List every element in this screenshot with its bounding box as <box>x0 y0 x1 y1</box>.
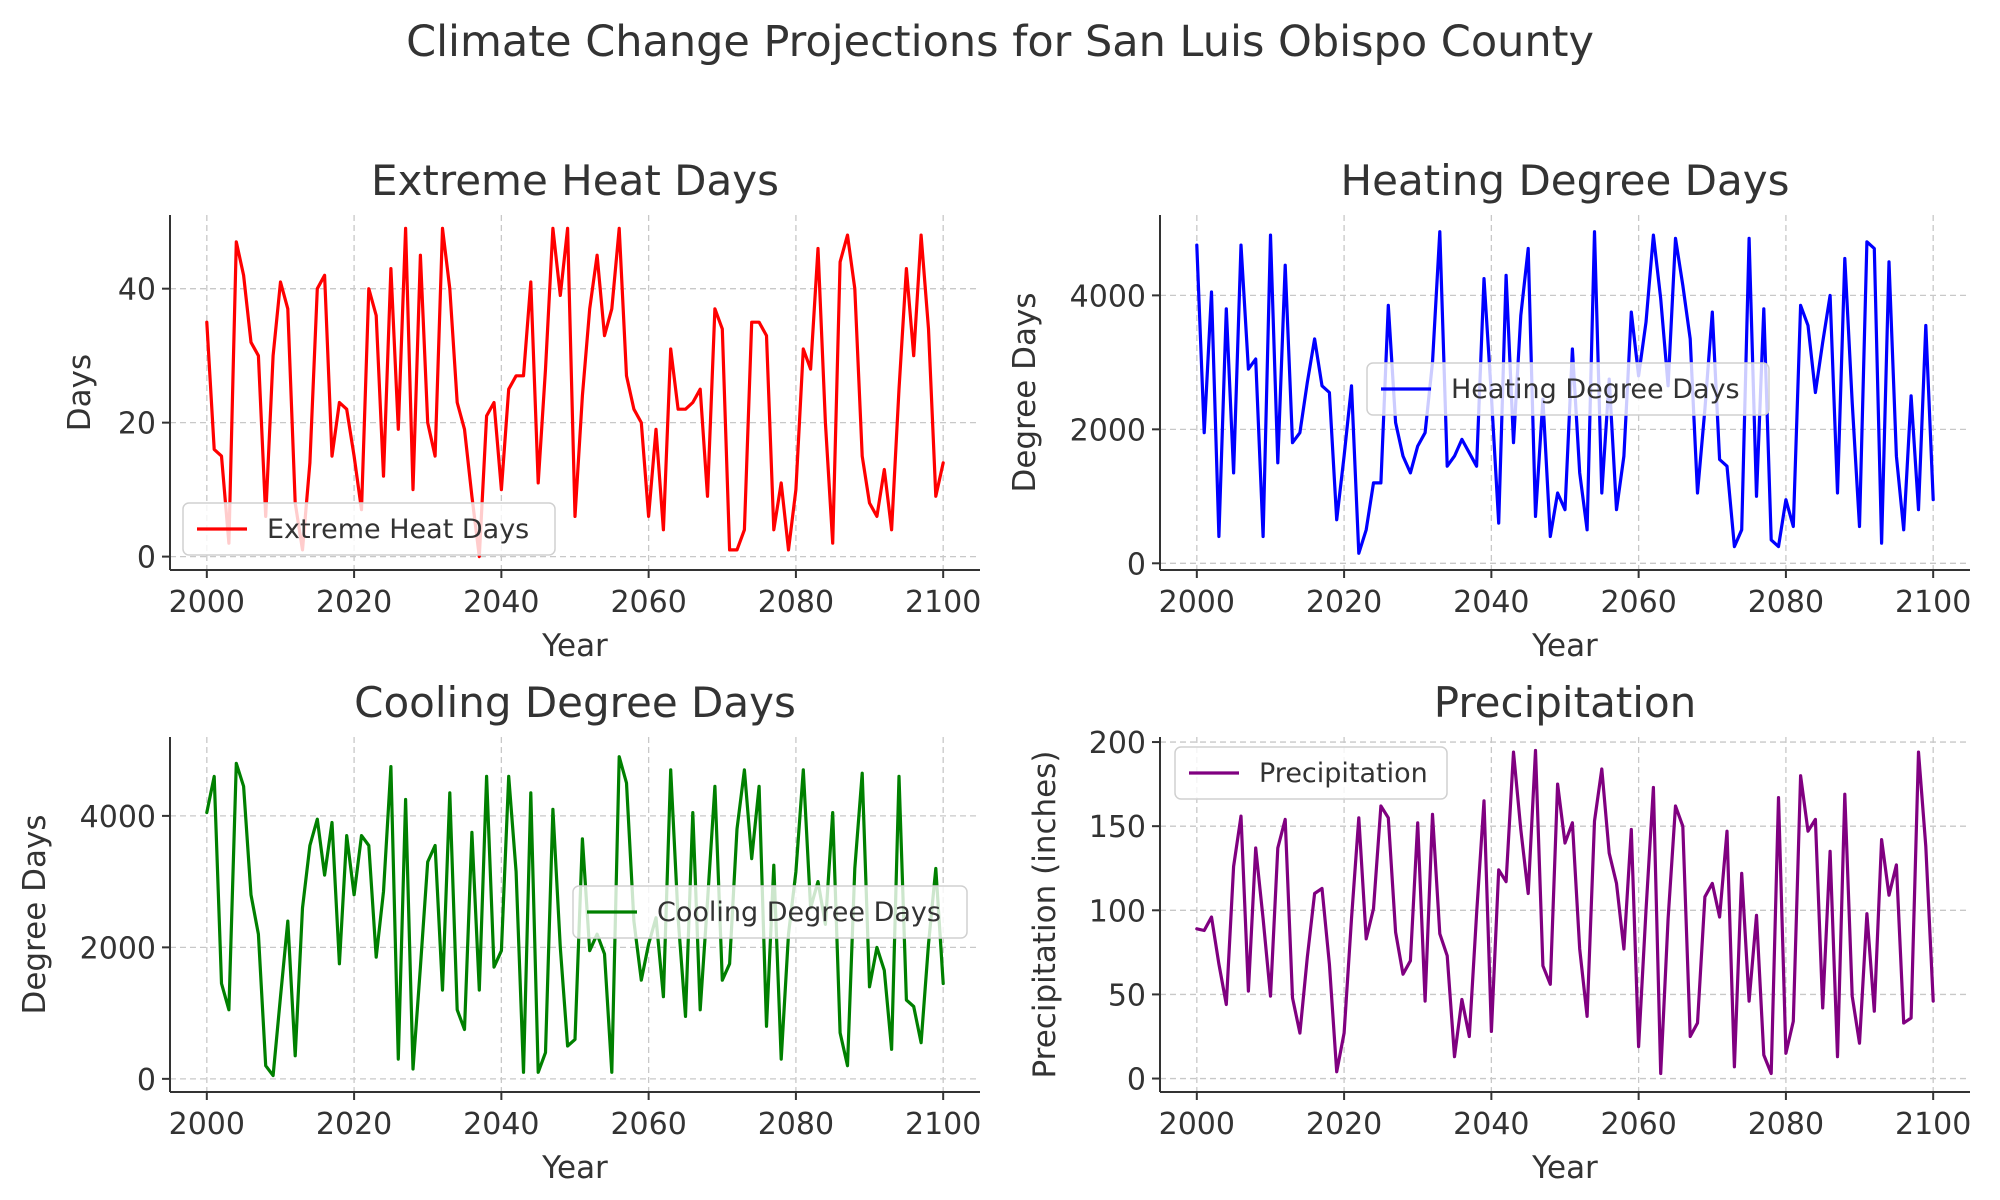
y-tick-label: 2000 <box>1070 413 1146 448</box>
precipitation-title: Precipitation <box>1434 678 1697 727</box>
y-tick-label: 40 <box>118 273 156 308</box>
legend-label: Extreme Heat Days <box>267 514 529 545</box>
x-tick-label: 2000 <box>1159 585 1235 620</box>
x-tick-label: 2040 <box>463 1107 539 1142</box>
y-tick-label: 50 <box>1108 978 1146 1013</box>
legend-box <box>1174 746 1448 800</box>
y-tick-label: 20 <box>118 407 156 442</box>
x-tick-label: 2020 <box>1306 1107 1382 1142</box>
y-axis-label: Precipitation (inches) <box>1027 751 1063 1079</box>
legend-label: Cooling Degree Days <box>657 897 941 928</box>
y-tick-label: 100 <box>1089 894 1146 929</box>
x-axis-label: Year <box>541 628 608 664</box>
x-axis-label: Year <box>1531 628 1598 664</box>
y-tick-label: 0 <box>137 541 156 576</box>
x-tick-label: 2020 <box>1306 585 1382 620</box>
legend-box <box>572 885 968 939</box>
cooling-degree-days-panel: 2000 2020 2040 2060 2080 2100 0 2000 4000 Cooling… <box>17 678 981 1186</box>
x-tick-label: 2080 <box>1748 585 1824 620</box>
x-tick-label: 2060 <box>610 1107 686 1142</box>
y-tick-label: 4000 <box>1070 279 1146 314</box>
y-tick-label: 0 <box>1127 547 1146 582</box>
x-tick-label: 2100 <box>1895 585 1971 620</box>
y-tick-label: 2000 <box>80 931 156 966</box>
y-axis-label: Degree Days <box>17 814 53 1014</box>
y-tick-label: 200 <box>1089 726 1146 761</box>
legend-label: Heating Degree Days <box>1451 374 1740 405</box>
y-axis-label: Degree Days <box>1007 292 1043 492</box>
legend-label: Precipitation <box>1259 758 1428 789</box>
extreme-heat-series-line <box>205 226 945 559</box>
x-tick-label: 2100 <box>905 1107 981 1142</box>
y-tick-label: 0 <box>1127 1063 1146 1098</box>
x-tick-label: 2060 <box>610 585 686 620</box>
legend-box <box>182 502 556 556</box>
extreme-heat-legend: Extreme Heat Days <box>182 502 556 556</box>
x-tick-label: 2040 <box>463 585 539 620</box>
y-tick-label: 4000 <box>80 800 156 835</box>
x-axis-label: Year <box>1531 1150 1598 1186</box>
x-tick-label: 2020 <box>316 1107 392 1142</box>
precipitation-panel: 2000 2020 2040 2060 2080 2100 0 50 100 150 200 Prec… <box>1027 678 1971 1186</box>
legend-box <box>1366 362 1770 416</box>
x-axis-label: Year <box>541 1150 608 1186</box>
heating-degree-days-title: Heating Degree Days <box>1341 156 1790 205</box>
cooling-degree-days-title: Cooling Degree Days <box>354 678 796 727</box>
x-tick-label: 2060 <box>1600 585 1676 620</box>
y-tick-label: 150 <box>1089 810 1146 845</box>
x-tick-label: 2020 <box>316 585 392 620</box>
heating-degree-days-panel: 2000 2020 2040 2060 2080 2100 0 2000 4000 Heating… <box>1007 156 1971 664</box>
y-tick-label: 0 <box>137 1063 156 1098</box>
x-tick-label: 2040 <box>1453 585 1529 620</box>
x-tick-label: 2080 <box>1748 1107 1824 1142</box>
x-tick-label: 2100 <box>905 585 981 620</box>
x-tick-label: 2060 <box>1600 1107 1676 1142</box>
x-tick-label: 2100 <box>1895 1107 1971 1142</box>
heating-degree-days-series-line <box>1195 230 1935 555</box>
x-tick-label: 2000 <box>1159 1107 1235 1142</box>
cooling-degree-days-legend: Cooling Degree Days <box>572 885 968 939</box>
precipitation-legend: Precipitation <box>1174 746 1448 800</box>
x-tick-label: 2000 <box>169 585 245 620</box>
x-tick-label: 2080 <box>758 585 834 620</box>
heating-degree-days-legend: Heating Degree Days <box>1366 362 1770 416</box>
y-axis-label: Days <box>62 354 98 431</box>
figure-title: Climate Change Projections for San Luis … <box>406 17 1594 67</box>
x-tick-label: 2040 <box>1453 1107 1529 1142</box>
extreme-heat-title: Extreme Heat Days <box>371 156 779 205</box>
x-tick-label: 2000 <box>169 1107 245 1142</box>
precipitation-series-line <box>1195 748 1935 1076</box>
x-tick-label: 2080 <box>758 1107 834 1142</box>
